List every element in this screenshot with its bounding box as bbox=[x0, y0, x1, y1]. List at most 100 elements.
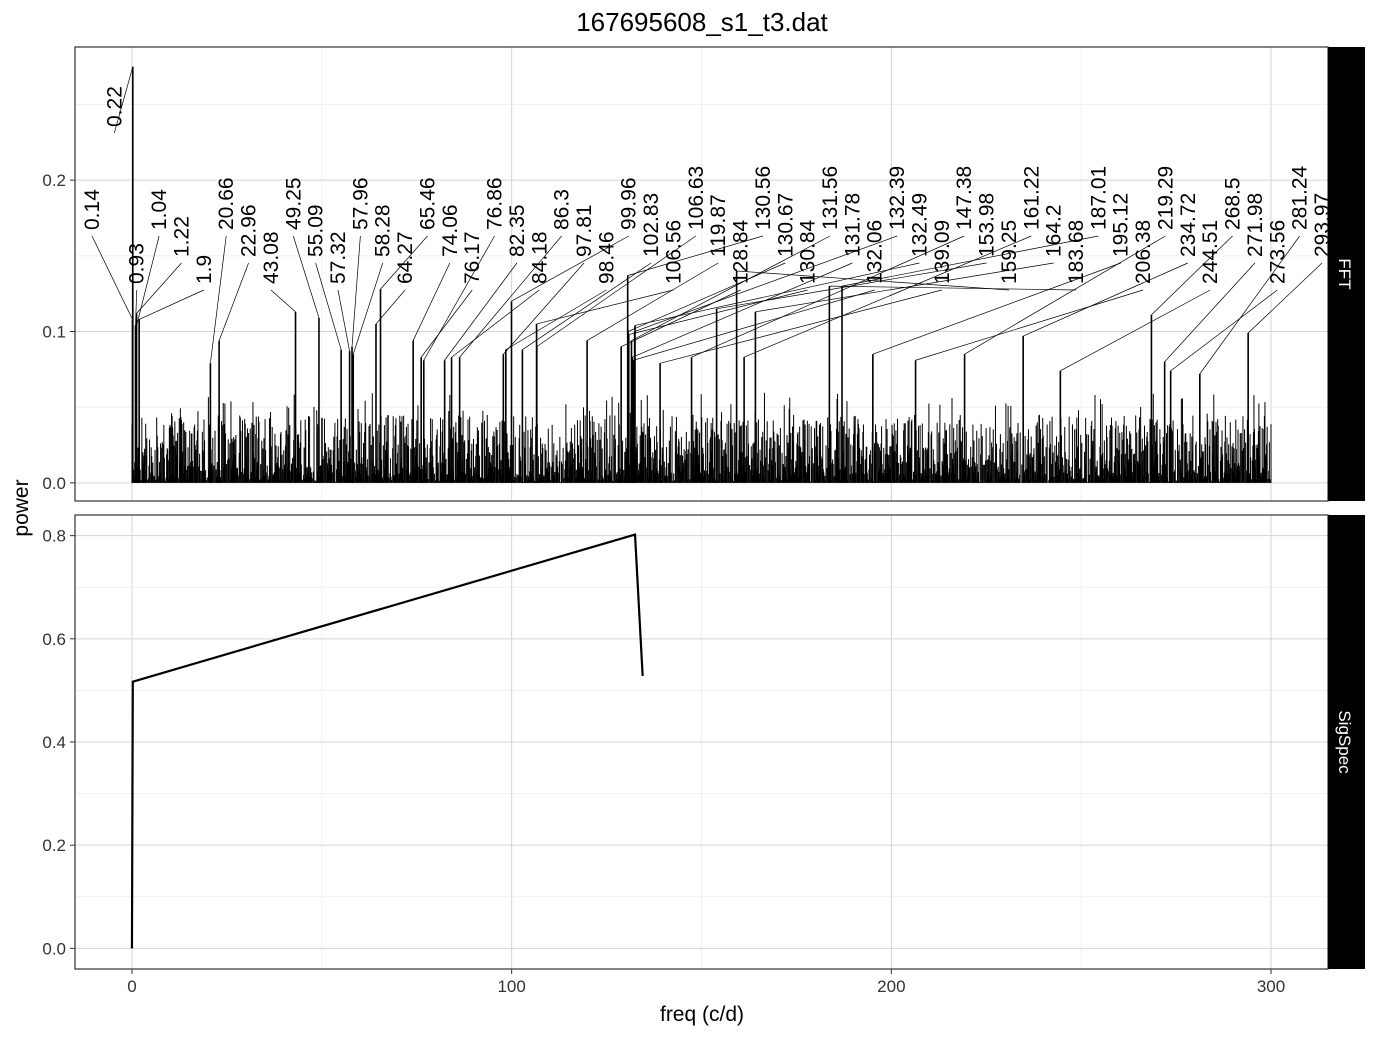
fft-peak-label: 76.17 bbox=[461, 231, 484, 284]
x-axis: 0 100 200 300 bbox=[127, 969, 1285, 996]
y-tick-label: 0.2 bbox=[42, 836, 66, 855]
fft-peak-label: 164.2 bbox=[1043, 204, 1066, 257]
fft-peak-label: 57.32 bbox=[327, 231, 350, 284]
fft-peak-label: 131.56 bbox=[819, 166, 842, 230]
fft-peak-leader bbox=[459, 235, 562, 358]
fft-peak-leader bbox=[743, 235, 1032, 358]
fft-peak-leader bbox=[352, 262, 384, 355]
fft-peak-leader bbox=[522, 262, 652, 350]
sigspec-strip bbox=[1328, 515, 1365, 969]
fft-peak-leader bbox=[631, 235, 831, 341]
fft-peak-leader bbox=[451, 289, 540, 358]
fft-peak-leader bbox=[444, 262, 518, 361]
y-tick-label: 0.4 bbox=[42, 733, 66, 752]
fft-peak-label: 1.9 bbox=[193, 255, 216, 284]
y-tick-label: 0.0 bbox=[42, 474, 66, 493]
fft-peak-leader bbox=[412, 262, 451, 341]
fft-peak-label: 97.81 bbox=[573, 204, 596, 257]
fft-peak-label: 195.12 bbox=[1110, 193, 1133, 257]
x-tick-label: 100 bbox=[497, 977, 525, 996]
fft-peak-leader bbox=[315, 262, 342, 350]
fft-peak-label: 57.96 bbox=[349, 177, 372, 230]
fft-peak-label: 139.09 bbox=[931, 220, 954, 284]
fft-peak-label: 187.01 bbox=[1087, 166, 1110, 230]
y-tick-label: 0.1 bbox=[42, 323, 66, 342]
fft-peak-label: 128.84 bbox=[730, 219, 753, 284]
fft-peak-label: 271.98 bbox=[1244, 193, 1267, 257]
fft-peak-leader bbox=[420, 289, 473, 358]
fft-peak-label: 147.38 bbox=[953, 166, 976, 230]
sigspec-y-axis: 0.0 0.2 0.4 0.6 0.8 bbox=[42, 527, 75, 958]
fft-peak-leader bbox=[375, 289, 406, 325]
fft-peak-label: 130.56 bbox=[752, 166, 775, 230]
y-axis-title: power bbox=[10, 479, 33, 536]
fft-peak-leader bbox=[536, 289, 674, 325]
fft-peak-label: 74.06 bbox=[439, 204, 462, 257]
fft-peak-leader bbox=[505, 289, 607, 350]
fft-peak-label: 84.18 bbox=[528, 231, 551, 284]
fft-peak-label: 65.46 bbox=[416, 177, 439, 230]
x-axis-title: freq (c/d) bbox=[660, 1003, 744, 1026]
fft-peak-leader bbox=[1060, 289, 1211, 372]
fft-strip-label: FFT bbox=[1335, 258, 1354, 289]
fft-peak-label: 153.98 bbox=[976, 193, 999, 257]
x-tick-label: 0 bbox=[127, 977, 136, 996]
fft-peak-leader bbox=[114, 66, 134, 134]
fft-peak-label: 106.63 bbox=[685, 166, 708, 230]
fft-peak-leader bbox=[218, 262, 249, 341]
fft-peak-series bbox=[131, 66, 1249, 483]
sigspec-series bbox=[130, 533, 644, 949]
fft-peak-label: 64.27 bbox=[394, 231, 417, 284]
fft-peak-label: 219.29 bbox=[1154, 166, 1177, 230]
fft-peak-leader bbox=[536, 235, 697, 347]
fft-peak-leader bbox=[628, 289, 808, 335]
fft-peak-leader bbox=[964, 235, 1166, 355]
fft-peak-leader bbox=[135, 289, 138, 326]
fft-peak-leader bbox=[627, 262, 786, 332]
fft-peak-leader bbox=[337, 289, 350, 352]
y-tick-label: 0.6 bbox=[42, 630, 66, 649]
fft-peak-leader bbox=[503, 262, 585, 355]
fft-peak-leader bbox=[380, 235, 428, 290]
fft-peak-leader bbox=[627, 235, 764, 276]
chart-title: 167695608_s1_t3.dat bbox=[576, 7, 828, 37]
fft-peak-label: 159.25 bbox=[998, 220, 1021, 284]
fft-peak-leader bbox=[1247, 262, 1323, 334]
fft-peak-label: 98.46 bbox=[595, 231, 618, 284]
fft-peak-label: 130.67 bbox=[774, 193, 797, 257]
fft-y-axis: 0.0 0.1 0.2 bbox=[42, 171, 75, 493]
fft-peak-label: 281.24 bbox=[1289, 165, 1312, 230]
fft-peak-label: 106.56 bbox=[662, 220, 685, 284]
fft-peak-labels: 0.14 0.22 0.93 1.041.221.9 20.6622.9643.0849… bbox=[81, 66, 1334, 375]
fft-peak-leader bbox=[210, 235, 227, 364]
fft-peak-label: 206.38 bbox=[1132, 220, 1155, 284]
fft-peak-leader bbox=[691, 235, 965, 358]
fft-peak-label: 268.5 bbox=[1222, 177, 1245, 230]
fft-peak-label: 0.14 bbox=[81, 189, 104, 230]
fft-peak-label: 99.96 bbox=[618, 177, 641, 230]
fft-peak-label: 43.08 bbox=[260, 231, 283, 284]
fft-peak-leader bbox=[736, 270, 1009, 291]
fft-peak-label: 22.96 bbox=[238, 204, 261, 257]
fft-peak-label: 183.68 bbox=[1065, 220, 1088, 284]
fft-peak-label: 82.35 bbox=[506, 204, 529, 257]
fft-peak-leader bbox=[270, 289, 296, 313]
fft-peak-leader bbox=[633, 289, 875, 361]
fft-peak-leader bbox=[91, 235, 133, 320]
fft-peak-label: 273.56 bbox=[1266, 220, 1289, 284]
fft-peak-leader bbox=[351, 235, 361, 347]
fft-peak-label: 0.93 bbox=[126, 243, 149, 284]
fft-peak-label: 20.66 bbox=[215, 177, 238, 230]
fft-peak-label: 161.22 bbox=[1020, 166, 1043, 230]
fft-peak-leader bbox=[1164, 262, 1256, 363]
fft-peak-leader bbox=[621, 289, 741, 347]
fft-peak-label: 1.22 bbox=[170, 216, 193, 257]
fft-peak-label: 132.39 bbox=[886, 166, 909, 230]
sigspec-panel: SigSpec 0.0 0.2 0.4 0.6 0.8 bbox=[42, 514, 1365, 970]
fft-peak-leader bbox=[829, 285, 1077, 291]
fft-peak-leader bbox=[841, 235, 1099, 287]
fft-peak-label: 1.04 bbox=[148, 189, 171, 230]
fft-peak-leader bbox=[136, 262, 182, 314]
fft-peak-label: 55.09 bbox=[305, 204, 328, 257]
